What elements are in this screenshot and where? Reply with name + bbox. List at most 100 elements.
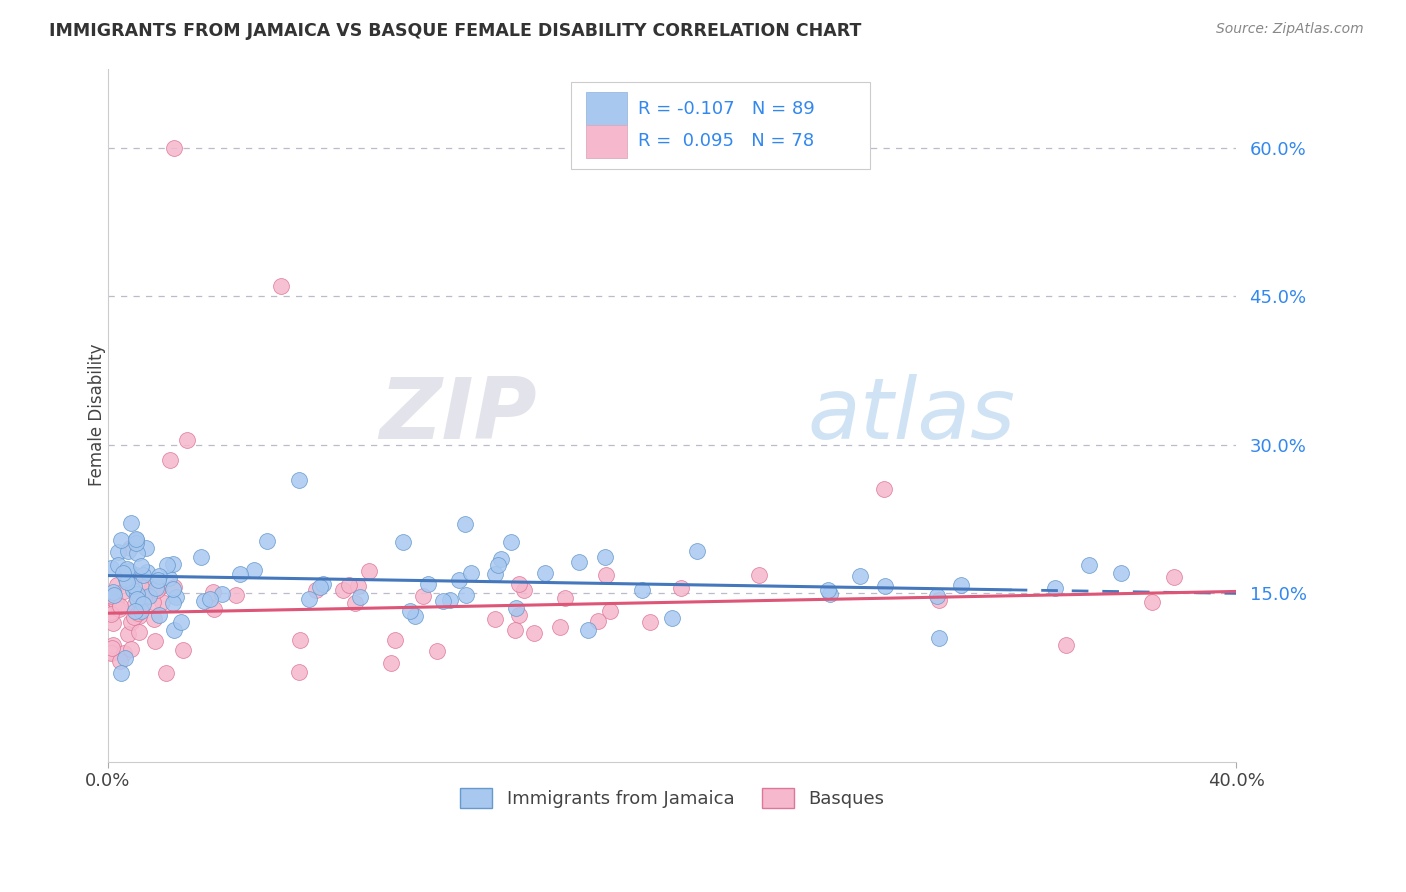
Point [425, 644, 447, 658]
Point [114, 572, 136, 586]
Point [163, 580, 186, 594]
Point [873, 483, 896, 497]
Point [162, 557, 184, 571]
Text: atlas: atlas [807, 374, 1015, 457]
Point [554, 591, 576, 606]
Point [202, 602, 225, 616]
Point [817, 583, 839, 598]
Point [143, 633, 166, 648]
Point [391, 535, 413, 549]
Point [1163, 569, 1185, 583]
Point [928, 592, 950, 607]
Point [344, 596, 367, 610]
Point [105, 595, 128, 609]
Point [156, 558, 179, 573]
Point [145, 581, 167, 595]
Point [925, 589, 948, 603]
Point [1054, 638, 1077, 652]
Point [288, 473, 311, 487]
Point [337, 578, 360, 592]
Point [103, 638, 125, 652]
Point [211, 587, 233, 601]
Point [305, 582, 328, 597]
Point [105, 578, 128, 592]
Point [101, 589, 124, 603]
Point [818, 587, 841, 601]
Text: Source: ZipAtlas.com: Source: ZipAtlas.com [1216, 22, 1364, 37]
Point [132, 591, 155, 605]
Point [193, 594, 215, 608]
Point [112, 584, 135, 599]
Point [117, 544, 139, 558]
Point [349, 591, 371, 605]
Point [162, 582, 184, 596]
Point [163, 141, 186, 155]
Point [384, 633, 406, 648]
Text: IMMIGRANTS FROM JAMAICA VS BASQUE FEMALE DISABILITY CORRELATION CHART: IMMIGRANTS FROM JAMAICA VS BASQUE FEMALE… [49, 22, 862, 40]
Point [686, 544, 709, 558]
Point [508, 607, 530, 622]
Point [108, 602, 131, 616]
Point [129, 604, 152, 618]
FancyBboxPatch shape [571, 82, 870, 169]
Point [505, 600, 527, 615]
Point [548, 620, 571, 634]
Point [100, 591, 122, 605]
Point [491, 551, 513, 566]
Point [586, 614, 609, 628]
Point [110, 665, 132, 680]
Point [100, 605, 122, 619]
Point [669, 581, 692, 595]
Point [125, 533, 148, 548]
Point [165, 590, 187, 604]
Point [142, 612, 165, 626]
Point [135, 565, 157, 579]
Point [508, 577, 530, 591]
Point [124, 604, 146, 618]
Point [100, 646, 122, 660]
Point [122, 582, 145, 597]
Point [117, 627, 139, 641]
Point [747, 567, 769, 582]
Point [111, 566, 134, 581]
Point [101, 615, 124, 630]
Point [1142, 595, 1164, 609]
Point [138, 589, 160, 603]
Point [512, 582, 534, 597]
Point [108, 654, 131, 668]
Y-axis label: Female Disability: Female Disability [89, 344, 105, 486]
Point [162, 596, 184, 610]
Point [499, 534, 522, 549]
Point [101, 585, 124, 599]
Point [357, 565, 380, 579]
Point [150, 595, 173, 609]
Point [132, 597, 155, 611]
Point [534, 566, 557, 581]
Point [163, 623, 186, 637]
Point [142, 594, 165, 608]
Point [107, 558, 129, 572]
Point [146, 573, 169, 587]
Point [170, 615, 193, 630]
Point [243, 563, 266, 577]
Point [380, 656, 402, 670]
Point [148, 607, 170, 622]
Point [484, 566, 506, 581]
Point [453, 517, 475, 532]
Point [100, 561, 122, 575]
Point [875, 578, 897, 592]
Point [131, 568, 153, 582]
Point [129, 581, 152, 595]
Point [148, 581, 170, 595]
Point [523, 626, 546, 640]
Point [157, 571, 180, 585]
Text: R =  0.095   N = 78: R = 0.095 N = 78 [638, 132, 814, 151]
Point [432, 593, 454, 607]
Point [288, 665, 311, 679]
Point [595, 549, 617, 564]
Point [118, 565, 141, 579]
Point [114, 650, 136, 665]
Point [928, 631, 950, 645]
Point [576, 624, 599, 638]
Point [117, 574, 139, 589]
